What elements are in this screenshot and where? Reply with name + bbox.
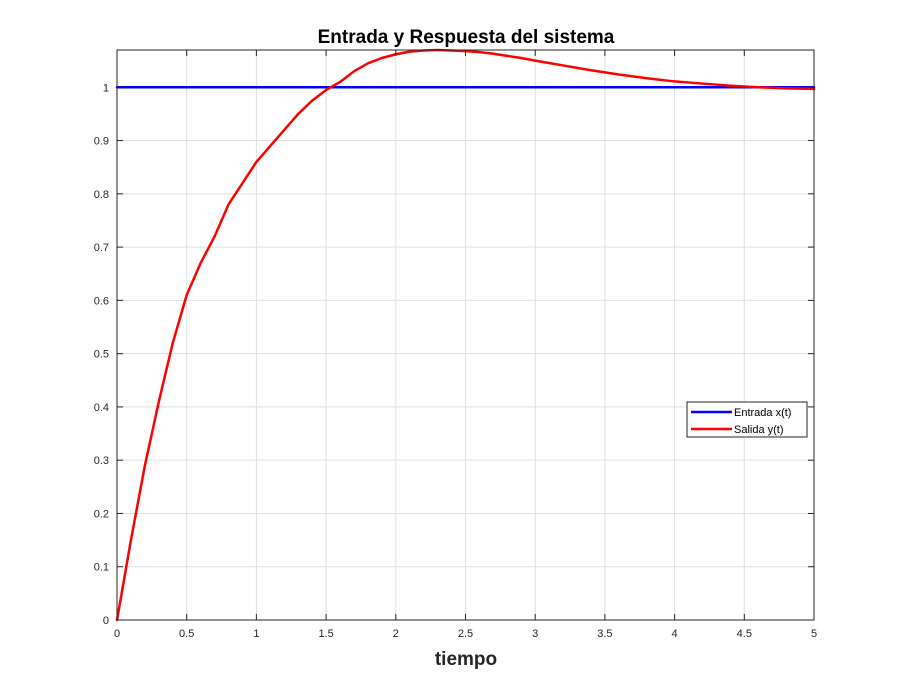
x-tick-label: 1.5 — [318, 628, 333, 640]
x-tick-label: 1 — [253, 628, 259, 640]
y-tick-label: 0.9 — [94, 136, 109, 148]
chart-title: Entrada y Respuesta del sistema — [318, 27, 615, 48]
y-tick-label: 0.8 — [94, 189, 109, 201]
y-tick-label: 0.6 — [94, 295, 109, 307]
x-tick-label: 2 — [393, 628, 399, 640]
x-tick-label: 0 — [114, 628, 120, 640]
x-tick-label: 3.5 — [597, 628, 612, 640]
x-tick-label: 4 — [672, 628, 678, 640]
legend-box — [686, 401, 808, 438]
x-tick-label: 2.5 — [458, 628, 473, 640]
x-tick-label: 4.5 — [737, 628, 752, 640]
y-tick-label: 0.2 — [94, 508, 109, 520]
x-tick-labels: 0 0.5 1 1.5 2 2.5 3 3.5 4 4.5 5 — [114, 628, 817, 640]
y-tick-label: 0.1 — [94, 562, 109, 574]
y-tick-label: 0.7 — [94, 242, 109, 254]
y-tick-labels: 0 0.1 0.2 0.3 0.4 0.5 0.6 0.7 0.8 0.9 1 — [94, 82, 109, 627]
x-tick-label: 5 — [811, 628, 817, 640]
y-tick-label: 0.5 — [94, 349, 109, 361]
y-tick-label: 1 — [103, 82, 109, 94]
legend-label-salida: Salida y(t) — [734, 424, 784, 436]
x-tick-label: 3 — [532, 628, 538, 640]
x-tick-label: 0.5 — [179, 628, 194, 640]
tick-marks — [116, 50, 815, 621]
y-tick-label: 0.4 — [94, 402, 109, 414]
legend: Entrada x(t) Salida y(t) — [686, 401, 808, 438]
y-tick-label: 0 — [103, 615, 109, 627]
legend-label-entrada: Entrada x(t) — [734, 407, 791, 419]
y-tick-label: 0.3 — [94, 455, 109, 467]
x-axis-label: tiempo — [435, 649, 497, 670]
